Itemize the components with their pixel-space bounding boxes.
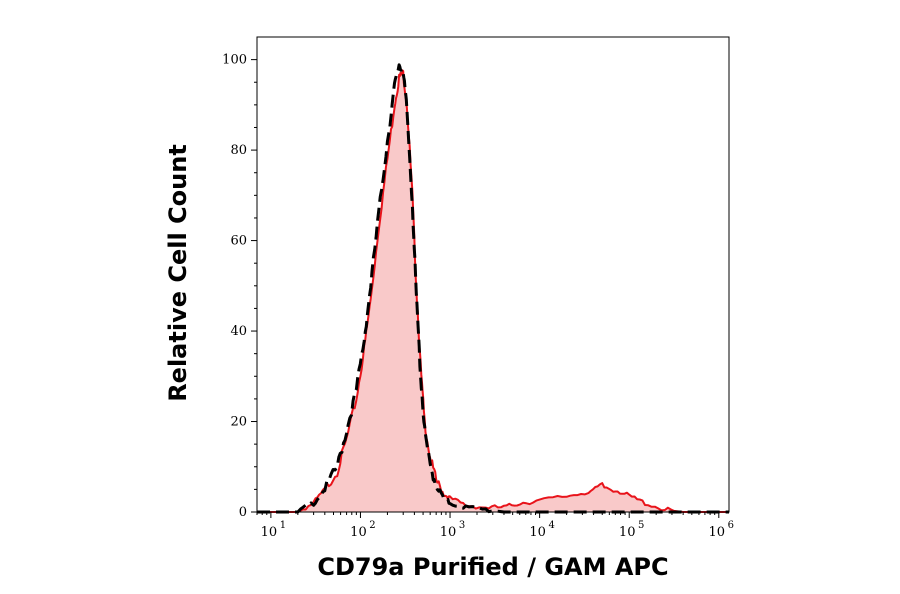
x-tick-label-3: 10	[440, 525, 457, 540]
y-tick-label-20: 20	[230, 415, 247, 430]
x-tick-exponent-4: 4	[548, 520, 554, 531]
x-tick-label-5: 10	[619, 525, 636, 540]
y-tick-label-60: 60	[230, 234, 247, 249]
plot-frame	[256, 36, 730, 513]
x-tick-exponent-5: 5	[638, 520, 644, 531]
x-axis-title: CD79a Purified / GAM APC	[317, 553, 668, 581]
y-axis-title: Relative Cell Count	[164, 144, 192, 402]
x-tick-exponent-6: 6	[728, 520, 734, 531]
y-tick-label-0: 0	[239, 505, 247, 520]
x-tick-exponent-3: 3	[459, 520, 465, 531]
y-tick-label-100: 100	[222, 53, 247, 68]
series-0-fill	[257, 70, 729, 513]
y-tick-label-40: 40	[230, 324, 247, 339]
x-tick-exponent-2: 2	[369, 520, 375, 531]
x-tick-label-1: 10	[261, 525, 278, 540]
x-tick-exponent-1: 1	[280, 520, 286, 531]
series-1-line	[257, 63, 729, 514]
plot-area	[257, 63, 729, 514]
x-tick-label-6: 10	[709, 525, 726, 540]
x-tick-label-2: 10	[350, 525, 367, 540]
series-0-line	[257, 69, 729, 513]
y-tick-label-80: 80	[230, 143, 247, 158]
x-tick-label-4: 10	[529, 525, 546, 540]
